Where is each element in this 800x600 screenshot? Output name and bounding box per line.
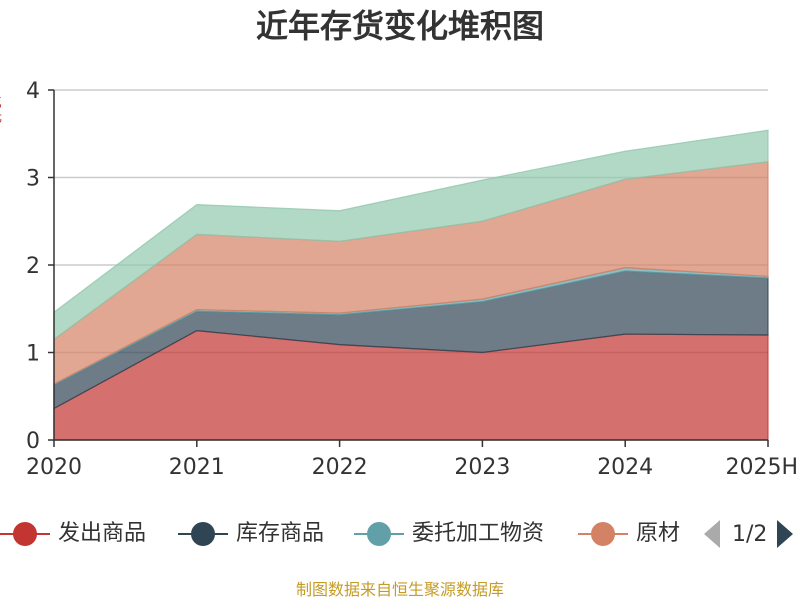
- x-tick-label: 2023: [454, 455, 510, 480]
- y-tick-label: 1: [26, 342, 40, 367]
- y-tick-labels: 0 1 2 3 4: [26, 79, 54, 454]
- legend-label: 发出商品: [58, 521, 147, 546]
- legend-item[interactable]: 原材: [578, 512, 688, 556]
- x-tick-label: 2021: [169, 455, 225, 480]
- pager-prev-icon[interactable]: [704, 520, 720, 548]
- pager-text: 1/2: [732, 521, 768, 547]
- legend: 发出商品 库存商品 委托加工物资 原材: [0, 512, 800, 556]
- legend-label: 委托加工物资: [412, 521, 545, 546]
- x-tick-label: 2022: [312, 455, 368, 480]
- y-tick-label: 3: [26, 167, 40, 192]
- x-tick-label: 2025H: [725, 455, 798, 480]
- area-series: [53, 129, 769, 341]
- legend-item[interactable]: 发出商品: [0, 512, 170, 556]
- legend-marker-icon: [178, 512, 228, 556]
- legend-item[interactable]: 库存商品: [178, 512, 348, 556]
- source-note: 制图数据来自恒生聚源数据库: [295, 580, 504, 599]
- legend-label: 库存商品: [236, 521, 325, 546]
- y-tick-label: 4: [26, 79, 40, 104]
- legend-marker-icon: [0, 512, 50, 556]
- chart-title: 近年存货变化堆积图: [255, 7, 544, 45]
- x-tick-label: 2024: [597, 455, 653, 480]
- x-tick-labels: 2020 2021 2022 2023 2024 2025H: [26, 440, 798, 480]
- y-tick-label: 0: [26, 429, 40, 454]
- x-tick-label: 2020: [26, 455, 82, 480]
- pager-next-icon[interactable]: [777, 520, 794, 548]
- stacked-areas: [53, 129, 769, 441]
- legend-marker-icon: [578, 512, 628, 556]
- legend-item[interactable]: 委托加工物资: [354, 512, 574, 556]
- legend-label: 原材: [636, 521, 681, 546]
- y-axis-label: 亿元: [0, 95, 2, 123]
- legend-marker-icon: [354, 512, 404, 556]
- y-tick-label: 2: [26, 254, 40, 279]
- legend-pager: 1/2: [700, 512, 800, 556]
